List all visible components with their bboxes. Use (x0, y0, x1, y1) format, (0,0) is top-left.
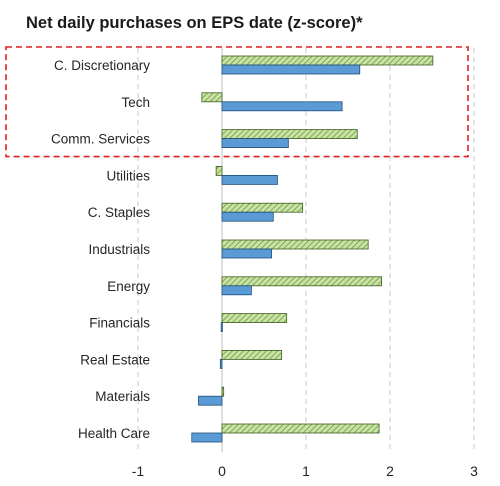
chart-title: Net daily purchases on EPS date (z-score… (26, 14, 363, 32)
bar-health-care-series-1 (221, 423, 380, 434)
x-tick-labels: -1 0 1 2 3 (132, 463, 478, 479)
bar-utilities-series-2 (221, 174, 278, 185)
bar-financials-series-1 (221, 313, 288, 324)
bar-utilities-series-1 (215, 165, 223, 176)
category-label-c-discretionary: C. Discretionary (54, 58, 150, 73)
x-tick-label: 1 (302, 463, 310, 479)
category-labels: C. Discretionary Tech Comm. Services Utilit… (51, 58, 150, 441)
bar-tech-series-2 (221, 101, 343, 112)
bar-materials-series-1 (221, 386, 225, 397)
bar-c-discretionary-series-1 (221, 55, 434, 66)
category-label-materials: Materials (95, 389, 150, 404)
bar-real-estate-series-1 (221, 349, 283, 360)
category-label-utilities: Utilities (106, 168, 150, 183)
category-label-comm-services: Comm. Services (51, 132, 150, 147)
x-tick-label: 3 (470, 463, 478, 479)
highlight-box (5, 46, 469, 158)
bar-health-care-series-2 (191, 432, 223, 443)
x-tick-label: -1 (132, 463, 145, 479)
bar-energy-series-2 (221, 285, 252, 296)
x-tick-label: 2 (386, 463, 394, 479)
bar-financials-series-2 (220, 322, 223, 333)
category-label-energy: Energy (107, 279, 150, 294)
bar-real-estate-series-2 (219, 358, 223, 369)
category-label-tech: Tech (121, 95, 150, 110)
bar-industrials-series-1 (221, 239, 369, 250)
category-label-c-staples: C. Staples (88, 205, 151, 220)
category-label-financials: Financials (89, 316, 150, 331)
bar-tech-series-1 (201, 92, 223, 103)
category-label-industrials: Industrials (88, 242, 150, 257)
bar-c-staples-series-1 (221, 202, 304, 213)
x-tick-label: 0 (218, 463, 226, 479)
bar-c-discretionary-series-2 (221, 64, 361, 75)
category-label-health-care: Health Care (78, 426, 150, 441)
bar-materials-series-2 (198, 395, 223, 406)
bar-comm-services-series-1 (221, 129, 358, 140)
category-label-real-estate: Real Estate (80, 352, 150, 367)
bar-energy-series-1 (221, 276, 383, 287)
bar-industrials-series-2 (221, 248, 272, 259)
bars (191, 55, 434, 443)
bar-c-staples-series-2 (221, 211, 274, 222)
bar-comm-services-series-2 (221, 138, 289, 149)
